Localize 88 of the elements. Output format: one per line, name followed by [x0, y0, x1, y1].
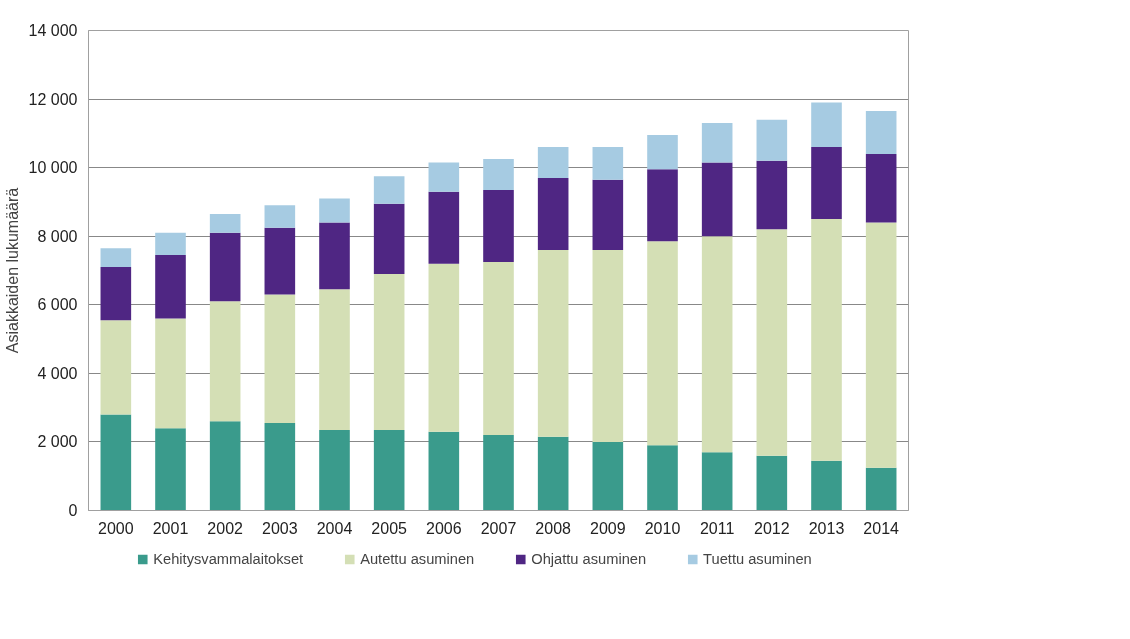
bar	[592, 441, 624, 511]
x-tick-label: 2008	[535, 519, 572, 537]
bar	[701, 162, 733, 237]
bar	[264, 227, 296, 295]
bar	[100, 248, 132, 268]
y-axis-title: Asiakkaiden lukumäärä	[3, 187, 21, 354]
bar	[264, 423, 296, 511]
x-tick-label: 2001	[152, 519, 189, 537]
bar	[483, 435, 514, 511]
x-tick-label: 2003	[262, 519, 298, 537]
bar	[701, 236, 733, 453]
y-tick-label: 4 000	[37, 364, 78, 382]
x-tick-label: 2010	[644, 519, 681, 537]
bar	[155, 318, 186, 429]
bar	[428, 191, 460, 264]
bar	[209, 301, 241, 422]
bar	[483, 189, 514, 262]
bar	[428, 162, 460, 192]
bar	[373, 203, 405, 274]
bar	[701, 123, 733, 163]
bar	[865, 467, 897, 511]
legend-label: Kehitysvammalaitokset	[153, 550, 304, 567]
bar	[319, 289, 350, 430]
bar	[811, 102, 842, 148]
bar	[865, 111, 897, 154]
bar	[483, 261, 514, 436]
bar	[209, 213, 241, 233]
y-tick-label: 2 000	[37, 433, 78, 451]
bar	[155, 255, 186, 319]
bar	[537, 249, 569, 437]
bar	[428, 263, 460, 432]
bar	[647, 241, 678, 446]
bar	[483, 159, 514, 190]
y-tick-label: 14 000	[28, 22, 78, 39]
x-tick-label: 2014	[863, 519, 900, 537]
x-tick-label: 2009	[590, 519, 626, 537]
bar	[264, 205, 296, 228]
bar	[537, 177, 569, 250]
y-tick-label: 8 000	[37, 227, 78, 245]
legend-label: Tuettu asuminen	[703, 550, 812, 567]
bar	[373, 429, 405, 511]
bar	[647, 169, 678, 242]
x-tick-label: 2004	[316, 519, 353, 537]
y-tick-label: 6 000	[37, 296, 78, 314]
bar	[756, 229, 788, 456]
bar	[647, 445, 678, 511]
bar	[209, 232, 241, 302]
x-tick-label: 2000	[98, 519, 134, 537]
bar	[155, 232, 186, 256]
bar	[100, 267, 132, 321]
bar	[428, 431, 460, 511]
bar	[865, 222, 897, 468]
bar	[319, 222, 350, 290]
bar	[319, 429, 350, 511]
bar	[209, 421, 241, 511]
bar	[811, 460, 842, 511]
x-tick-label: 2007	[480, 519, 517, 537]
bar	[100, 320, 132, 415]
bar	[756, 119, 788, 161]
bar	[100, 414, 132, 511]
bar	[701, 452, 733, 511]
x-tick-label: 2006	[426, 519, 462, 537]
bar	[373, 176, 405, 204]
bar	[319, 198, 350, 223]
x-tick-label: 2011	[699, 519, 735, 537]
y-tick-label: 0	[68, 502, 78, 519]
bar	[592, 179, 624, 250]
x-tick-label: 2012	[754, 519, 790, 537]
bar	[592, 147, 624, 180]
bar	[811, 219, 842, 461]
bar	[865, 153, 897, 223]
bar	[537, 436, 569, 511]
legend-label: Autettu asuminen	[360, 550, 475, 567]
bar	[756, 160, 788, 230]
bar	[373, 273, 405, 430]
x-tick-label: 2002	[207, 519, 244, 537]
legend-label: Ohjattu asuminen	[531, 550, 647, 567]
x-tick-label: 2005	[371, 519, 408, 537]
bar	[592, 249, 624, 442]
y-tick-label: 12 000	[28, 90, 78, 108]
bar	[264, 294, 296, 424]
bar	[811, 147, 842, 220]
y-tick-label: 10 000	[28, 159, 78, 177]
x-tick-label: 2013	[808, 519, 845, 537]
bar	[537, 147, 569, 178]
bar	[155, 428, 186, 511]
bar	[647, 135, 678, 170]
bar	[756, 455, 788, 511]
